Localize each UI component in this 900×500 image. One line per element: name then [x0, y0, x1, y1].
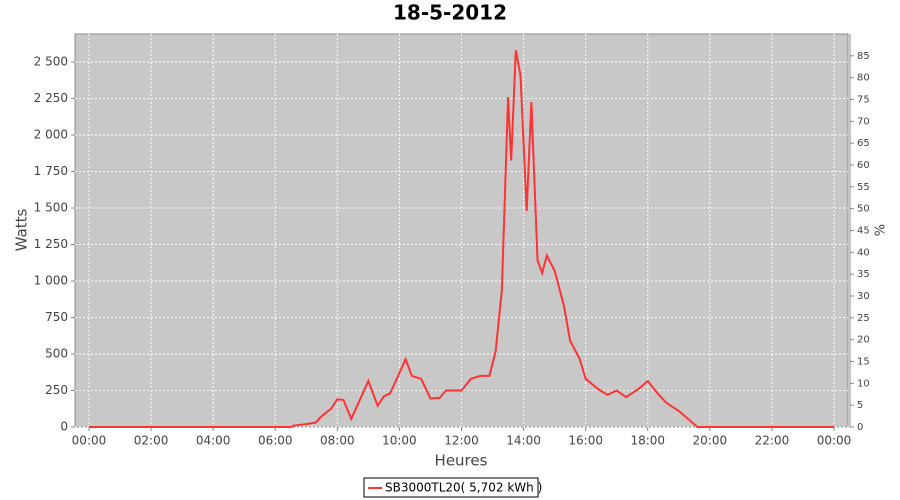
- y-axis-label: Watts: [13, 209, 31, 252]
- y-tick-label: 500: [45, 347, 68, 361]
- y2-tick-label: 15: [857, 357, 870, 368]
- y2-tick-label: 0: [857, 422, 863, 433]
- x-tick-label: 20:00: [693, 434, 728, 448]
- y2-tick-label: 45: [857, 226, 870, 237]
- x-tick-label: 00:00: [72, 434, 107, 448]
- y2-tick-label: 20: [857, 335, 870, 346]
- y2-tick-label: 40: [857, 247, 870, 258]
- chart-title: 18-5-2012: [393, 1, 507, 25]
- y2-tick-label: 55: [857, 182, 870, 193]
- y2-tick-label: 5: [857, 400, 863, 411]
- y-tick-label: 750: [45, 310, 68, 324]
- x-tick-label: 00:00: [817, 434, 852, 448]
- y2-tick-label: 80: [857, 73, 870, 84]
- x-tick-label: 08:00: [320, 434, 355, 448]
- x-tick-label: 04:00: [196, 434, 231, 448]
- legend: [363, 477, 539, 498]
- x-tick-label: 02:00: [134, 434, 169, 448]
- y-tick-label: 0: [60, 420, 68, 434]
- x-tick-label: 22:00: [755, 434, 790, 448]
- y2-tick-label: 75: [857, 95, 870, 106]
- y2-tick-label: 35: [857, 269, 870, 280]
- x-tick-label: 10:00: [382, 434, 417, 448]
- y2-tick-label: 25: [857, 313, 870, 324]
- x-tick-label: 18:00: [630, 434, 665, 448]
- legend-label: SB3000TL20( 5,702 kWh ): [385, 481, 542, 495]
- y-tick-label: 250: [45, 383, 68, 397]
- x-tick-label: 16:00: [568, 434, 603, 448]
- y2-tick-label: 65: [857, 138, 870, 149]
- y2-tick-label: 70: [857, 116, 870, 127]
- y2-tick-label: 60: [857, 160, 870, 171]
- y2-axis-label: %: [874, 224, 889, 236]
- y2-tick-label: 30: [857, 291, 870, 302]
- x-tick-label: 06:00: [258, 434, 293, 448]
- y-tick-label: 2 500: [34, 55, 68, 69]
- y-tick-label: 1 500: [34, 201, 68, 215]
- data-line: [88, 50, 835, 428]
- y-tick-label: 2 250: [34, 91, 68, 105]
- y-tick-label: 1 250: [34, 237, 68, 251]
- x-axis-label: Heures: [435, 452, 488, 470]
- y-tick-label: 1 750: [34, 164, 68, 178]
- x-tick-label: 12:00: [444, 434, 479, 448]
- y-tick-label: 2 000: [34, 128, 68, 142]
- y2-tick-label: 50: [857, 204, 870, 215]
- x-tick-label: 14:00: [506, 434, 541, 448]
- y2-tick-label: 10: [857, 378, 870, 389]
- y-tick-label: 1 000: [34, 274, 68, 288]
- y2-tick-label: 85: [857, 51, 870, 62]
